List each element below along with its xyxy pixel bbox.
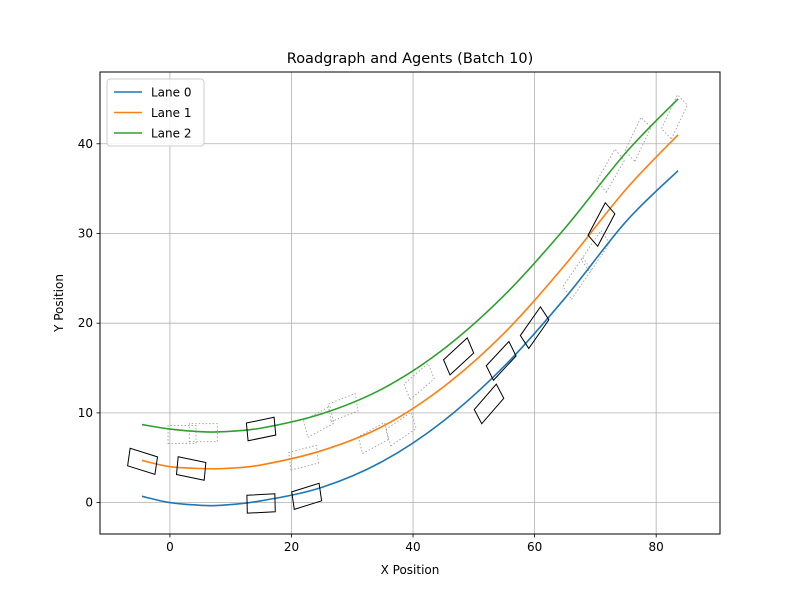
grid [100, 72, 720, 534]
ghost-agent-box [660, 93, 689, 140]
agent-box [291, 482, 323, 511]
agent-box [175, 456, 207, 481]
ghost-agent-box [188, 423, 218, 443]
y-tick-label: 0 [85, 496, 93, 510]
legend-label-lane-2: Lane 2 [151, 127, 191, 141]
agent-box [473, 383, 505, 425]
ghost-agent-box [327, 392, 359, 423]
lane-2-line [141, 98, 679, 433]
plot-area-frame [99, 71, 721, 535]
x-tick-label: 0 [166, 540, 174, 554]
lane-0-line [141, 170, 679, 507]
ghost-agent-box [624, 116, 652, 163]
y-tick-label: 30 [78, 226, 93, 240]
x-axis-label: X Position [381, 563, 440, 577]
y-tick-label: 40 [78, 137, 93, 151]
legend-frame [106, 78, 205, 147]
lanes [141, 98, 679, 507]
agent-box [485, 340, 517, 382]
agent-box [519, 305, 550, 350]
ticks: 0 20 40 60 80 0 10 20 30 40 [78, 137, 664, 554]
legend-label-lane-1: Lane 1 [151, 106, 191, 120]
lane-1-line [141, 134, 679, 470]
agent-box [245, 416, 277, 442]
agent-box [246, 493, 276, 514]
agents [127, 201, 616, 514]
y-tick-label: 20 [78, 316, 93, 330]
ghost-agent-box [403, 362, 435, 401]
legend: Lane 0 Lane 1 Lane 2 [106, 78, 205, 147]
legend-label-lane-0: Lane 0 [151, 86, 191, 100]
chart-title: Roadgraph and Agents (Batch 10) [287, 51, 533, 67]
x-tick-label: 20 [284, 540, 299, 554]
ghost-agent-box [167, 424, 197, 444]
x-tick-label: 80 [649, 540, 664, 554]
agent-box [587, 201, 616, 248]
agent-box [127, 447, 159, 476]
y-tick-label: 10 [78, 406, 93, 420]
ghost-agent-box [385, 411, 417, 447]
x-tick-label: 60 [527, 540, 542, 554]
agent-box [442, 336, 475, 376]
y-axis-label: Y Position [52, 274, 66, 333]
x-tick-label: 40 [405, 540, 420, 554]
